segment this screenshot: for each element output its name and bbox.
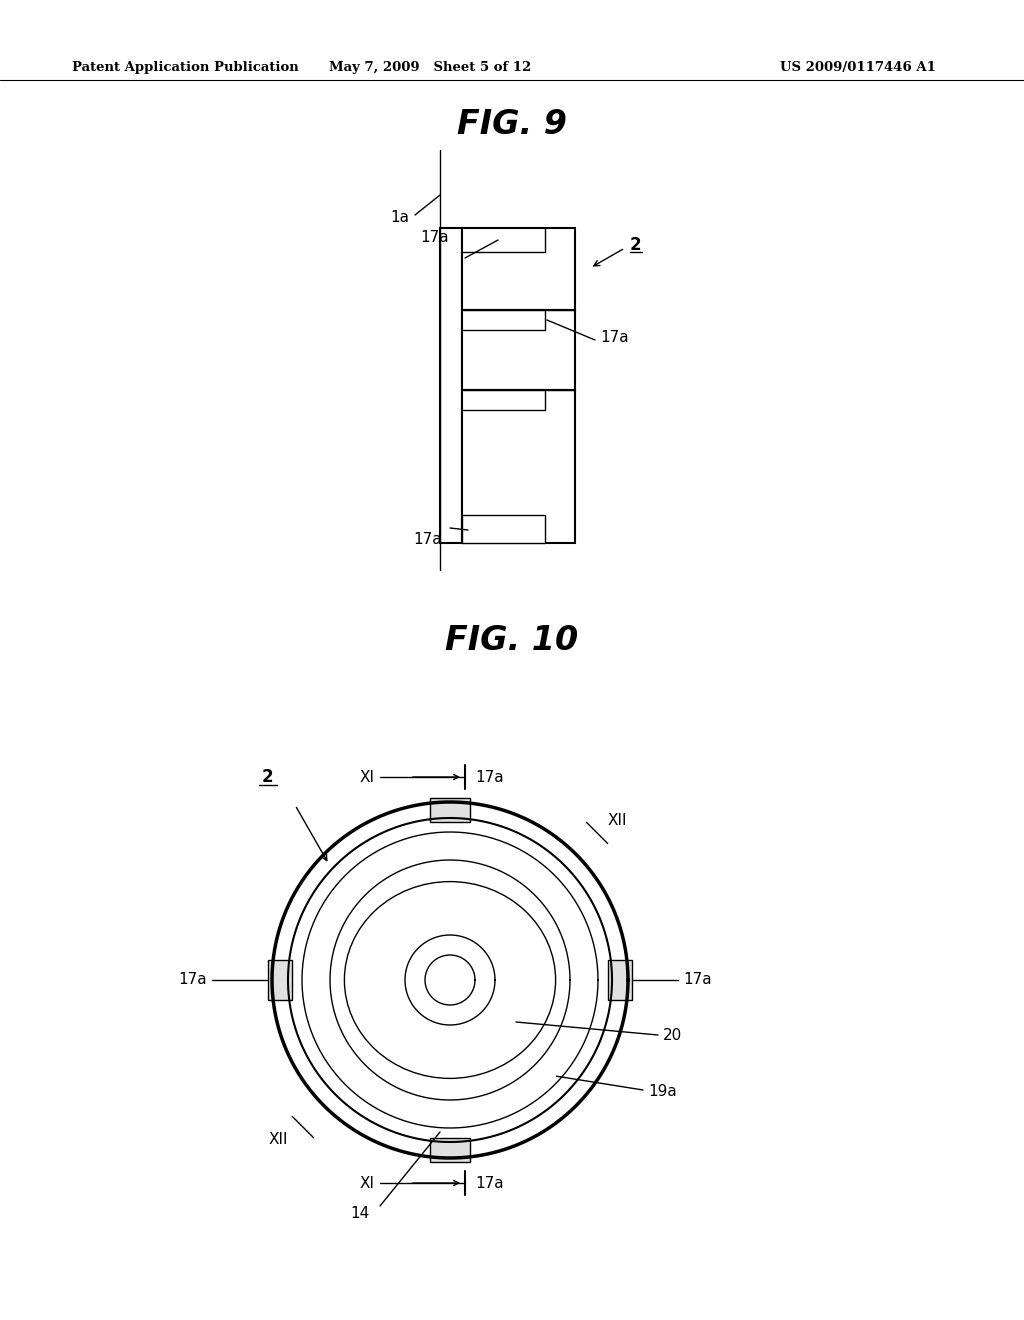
Text: 17a: 17a [475, 1176, 504, 1191]
Text: XI: XI [360, 1176, 375, 1191]
Text: XII: XII [268, 1131, 288, 1147]
Bar [440, 228, 462, 543]
Text: 2: 2 [261, 768, 272, 785]
Text: Patent Application Publication: Patent Application Publication [72, 62, 299, 74]
Text: 17a: 17a [421, 230, 450, 244]
Text: 17a: 17a [178, 973, 207, 987]
Text: FIG. 10: FIG. 10 [445, 623, 579, 656]
Text: 1a: 1a [390, 210, 409, 226]
Bar [462, 515, 545, 543]
Text: XII: XII [607, 813, 627, 829]
Text: 20: 20 [663, 1027, 682, 1043]
Text: 17a: 17a [683, 973, 712, 987]
Text: 17a: 17a [600, 330, 629, 346]
Text: 2: 2 [630, 236, 642, 253]
Text: 14: 14 [351, 1205, 370, 1221]
Text: 17a: 17a [475, 770, 504, 784]
Bar [430, 799, 470, 822]
Bar [430, 1138, 470, 1162]
Bar [462, 389, 575, 543]
Bar [268, 960, 292, 1001]
Text: 19a: 19a [648, 1085, 677, 1100]
Bar [608, 960, 632, 1001]
Bar [462, 228, 575, 310]
Text: XI: XI [360, 770, 375, 784]
Text: US 2009/0117446 A1: US 2009/0117446 A1 [780, 62, 936, 74]
Bar [462, 310, 575, 389]
Text: May 7, 2009   Sheet 5 of 12: May 7, 2009 Sheet 5 of 12 [329, 62, 531, 74]
Text: FIG. 9: FIG. 9 [457, 108, 567, 141]
Text: 17a: 17a [414, 532, 442, 548]
